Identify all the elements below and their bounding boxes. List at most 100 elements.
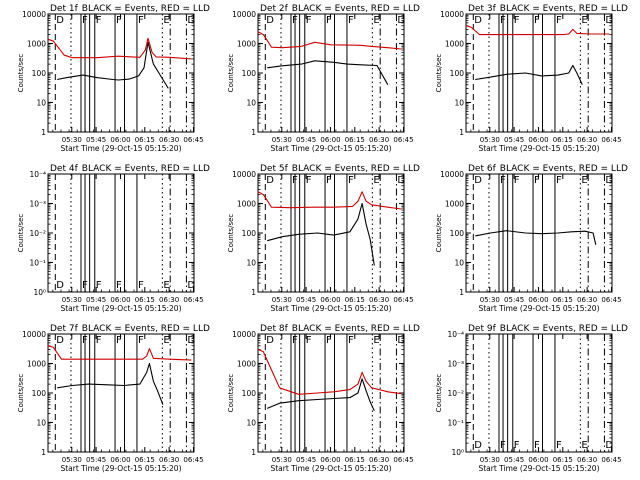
x-tick-label: 05:30: [272, 136, 292, 144]
y-tick-label: 10: [246, 419, 256, 428]
event-marker-label: E: [373, 15, 379, 26]
panel-title: Det 4f BLACK = Events, RED = LLD: [50, 164, 210, 174]
plot-frame: [465, 333, 613, 453]
panel-title-det: Det 1f: [50, 4, 79, 14]
x-tick-label: 05:45: [86, 296, 106, 304]
panel-title-legend: BLACK = Events, RED = LLD: [500, 324, 628, 334]
panel-3: Det 3f BLACK = Events, RED = LLD 1 10 100 100…: [435, 4, 628, 153]
event-marker-label: D: [266, 15, 274, 26]
x-tick-label: 05:30: [62, 136, 82, 144]
x-tick-label: 06:45: [183, 456, 203, 464]
panel-title-legend: BLACK = Events, RED = LLD: [292, 4, 420, 14]
panel-title-det: Det 6f: [468, 164, 497, 174]
event-marker-label: E: [163, 280, 169, 291]
y-axis-label: Counts/sec: [17, 374, 25, 413]
panel-title-legend: BLACK = Events, RED = LLD: [292, 324, 420, 334]
x-tick-label: 05:45: [504, 456, 524, 464]
event-marker-label: D: [266, 175, 274, 186]
event-marker-label: F: [556, 440, 562, 451]
event-marker-label: F: [514, 15, 520, 26]
x-tick-label: 06:45: [183, 136, 203, 144]
y-tick-label: 10000: [22, 330, 46, 339]
y-tick-label: 10⁻²: [29, 229, 46, 238]
x-tick-label: 06:45: [393, 456, 413, 464]
y-tick-label: 1000: [237, 200, 256, 209]
event-marker-label: D: [266, 335, 274, 346]
x-tick-label: 06:30: [159, 296, 179, 304]
panel-title: Det 1f BLACK = Events, RED = LLD: [50, 4, 210, 14]
plot-frame: [47, 13, 195, 133]
x-tick-label: 06:00: [320, 296, 340, 304]
event-marker-label: D: [474, 15, 482, 26]
y-tick-label: 1: [459, 288, 464, 297]
y-tick-label: 100: [32, 389, 47, 398]
y-tick-label: 1: [251, 288, 256, 297]
events-series-line: [475, 230, 597, 245]
event-marker-label: F: [556, 15, 562, 26]
panel-title: Det 7f BLACK = Events, RED = LLD: [50, 324, 210, 334]
event-marker-label: D: [605, 440, 613, 451]
event-marker-label: F: [306, 175, 312, 186]
y-tick-label: 100: [32, 69, 47, 78]
event-marker-label: D: [397, 335, 405, 346]
y-tick-label: 10⁻¹: [29, 259, 46, 268]
panel-6: Det 6f BLACK = Events, RED = LLD 1 10 100 100…: [435, 164, 628, 313]
event-marker-label: F: [138, 335, 144, 346]
plot-frame: [47, 173, 195, 293]
x-tick-label: 06:15: [135, 136, 155, 144]
panel-title-det: Det 2f: [260, 4, 289, 14]
y-axis-label: Counts/sec: [17, 54, 25, 93]
panel-title-det: Det 5f: [260, 164, 289, 174]
y-tick-label: 10: [36, 419, 46, 428]
event-marker-label: F: [326, 335, 332, 346]
x-tick-label: 06:00: [320, 136, 340, 144]
x-tick-label: 06:15: [553, 296, 573, 304]
event-marker-label: F: [306, 335, 312, 346]
panel-5: Det 5f BLACK = Events, RED = LLD 1 10 100 100…: [227, 164, 420, 313]
event-marker-label: D: [187, 335, 195, 346]
panel-title-legend: BLACK = Events, RED = LLD: [292, 164, 420, 174]
x-tick-label: 05:30: [480, 456, 500, 464]
y-tick-label: 10⁻⁴: [447, 330, 464, 339]
event-marker-label: F: [138, 15, 144, 26]
panel-title: Det 3f BLACK = Events, RED = LLD: [468, 4, 628, 14]
y-tick-label: 10000: [232, 10, 256, 19]
y-axis-label: Counts/sec: [435, 54, 443, 93]
panel-2: Det 2f BLACK = Events, RED = LLD 1 10 100 100…: [227, 4, 420, 153]
y-axis-label: Counts/sec: [435, 214, 443, 253]
event-marker-label: F: [116, 15, 122, 26]
event-marker-label: E: [373, 335, 379, 346]
x-axis-label: Start Time (29-Oct-15 05:15:20): [60, 464, 181, 473]
panel-title-det: Det 7f: [50, 324, 79, 334]
event-marker-label: D: [187, 15, 195, 26]
event-marker-label: F: [514, 175, 520, 186]
panel-title: Det 2f BLACK = Events, RED = LLD: [260, 4, 420, 14]
panel-title-legend: BLACK = Events, RED = LLD: [82, 164, 210, 174]
x-axis-label: Start Time (29-Oct-15 05:15:20): [478, 144, 599, 153]
x-tick-label: 06:30: [369, 136, 389, 144]
panel-7: Det 7f BLACK = Events, RED = LLD 1 10 100 100…: [17, 324, 210, 473]
y-tick-label: 1: [459, 128, 464, 137]
event-marker-label: F: [348, 175, 354, 186]
event-marker-label: D: [397, 15, 405, 26]
event-marker-label: F: [534, 15, 540, 26]
event-marker-label: F: [116, 335, 122, 346]
x-tick-label: 05:45: [296, 456, 316, 464]
y-axis-label: Counts/sec: [227, 54, 235, 93]
y-tick-label: 100: [242, 389, 257, 398]
panel-title: Det 8f BLACK = Events, RED = LLD: [260, 324, 420, 334]
event-marker-label: D: [397, 175, 405, 186]
y-tick-label: 1: [41, 128, 46, 137]
event-marker-label: D: [474, 440, 482, 451]
x-tick-label: 06:00: [528, 296, 548, 304]
plot-frame: [465, 13, 613, 133]
x-tick-label: 06:30: [159, 136, 179, 144]
x-tick-label: 06:30: [577, 136, 597, 144]
x-tick-label: 06:15: [345, 296, 365, 304]
lld-series-line: [257, 348, 402, 395]
x-tick-label: 05:30: [62, 296, 82, 304]
events-series-line: [267, 202, 375, 266]
event-marker-label: F: [116, 280, 122, 291]
x-tick-label: 05:30: [480, 136, 500, 144]
